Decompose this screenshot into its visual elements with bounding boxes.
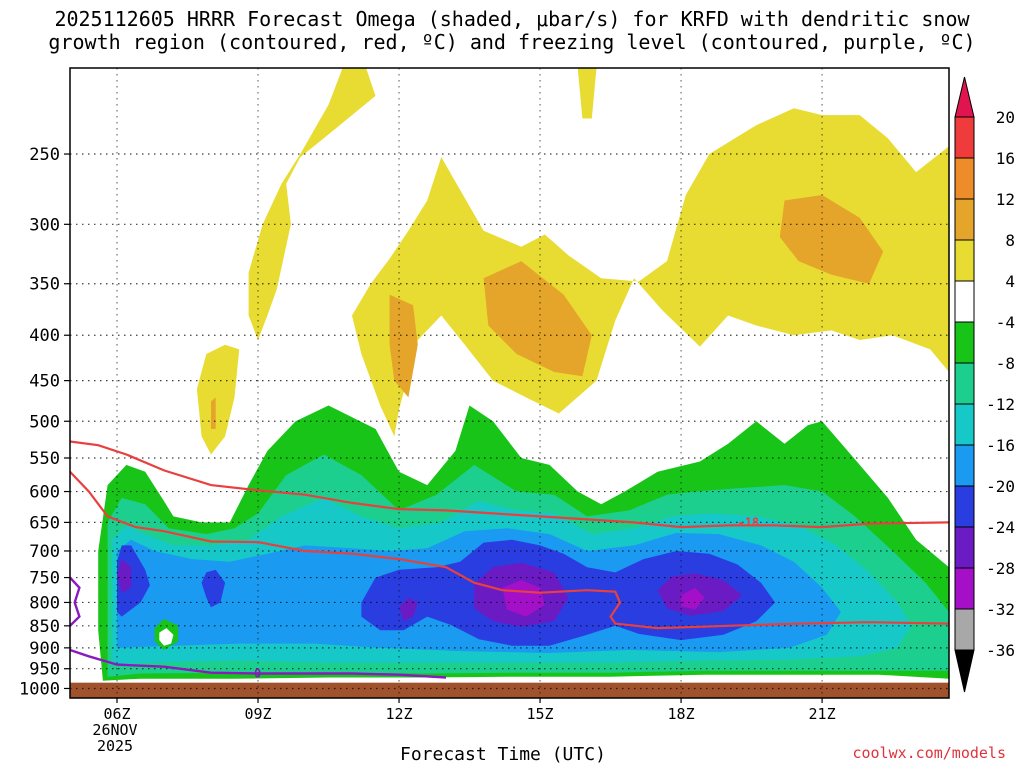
plot-frame — [69, 67, 950, 699]
colorbar-label-7: -12 — [986, 395, 1015, 414]
colorbar-box-12 — [954, 608, 975, 651]
contours: -18 0 — [70, 440, 949, 681]
y-tick-label-550: 550 — [29, 449, 60, 469]
omega-region-5 — [483, 261, 592, 377]
colorbar-label-10: -24 — [986, 518, 1015, 537]
colorbar-label-6: -8 — [996, 354, 1015, 373]
omega-region-18 — [117, 559, 132, 593]
colorbar-box-10 — [954, 526, 975, 569]
colorbar-label-5: -4 — [996, 313, 1015, 332]
omega-region-17 — [399, 597, 418, 622]
x-tick-sublabel-0: 26NOV — [92, 721, 137, 739]
colorbar-label-9: -20 — [986, 477, 1015, 496]
y-tick-label-350: 350 — [29, 275, 60, 295]
y-tick-label-450: 450 — [29, 372, 60, 392]
title-line-2: growth region (contoured, red, ºC) and f… — [48, 30, 976, 54]
y-tick-label-1000: 1000 — [19, 679, 60, 699]
dgz-contour-1 — [70, 471, 949, 630]
colorbar-label-0: 20 — [996, 108, 1015, 127]
freezing-level-contour — [70, 648, 447, 679]
omega-region-1 — [352, 108, 949, 437]
chart-title: 2025112605 HRRR Forecast Omega (shaded, … — [0, 8, 1024, 54]
colorbar-top-arrow — [954, 76, 975, 118]
colorbar-label-13: -36 — [986, 641, 1015, 660]
y-tick-label-400: 400 — [29, 326, 60, 346]
colorbar-box-7 — [954, 403, 975, 446]
grid — [70, 68, 949, 698]
title-line-1: 2025112605 HRRR Forecast Omega (shaded, … — [54, 7, 970, 31]
y-tick-label-800: 800 — [29, 593, 60, 613]
colorbar-label-11: -28 — [986, 559, 1015, 578]
omega-region-7 — [211, 397, 216, 429]
omega-region-3 — [577, 68, 597, 119]
colorbar-label-3: 8 — [1005, 231, 1015, 250]
omega-region-14 — [201, 569, 226, 608]
omega-region-0 — [248, 68, 376, 340]
omega-region-6 — [779, 195, 884, 284]
x-tick-label-06Z: 06Z — [103, 705, 130, 723]
y-tick-label-950: 950 — [29, 660, 60, 680]
omega-region-4 — [389, 294, 418, 398]
y-tick-label-750: 750 — [29, 569, 60, 589]
colorbar-box-9 — [954, 485, 975, 528]
x-axis-label: Forecast Time (UTC) — [400, 744, 606, 765]
freezing-level-contour-left — [70, 576, 81, 627]
colorbar-label-1: 16 — [996, 149, 1015, 168]
dgz-contour-label: -18 — [737, 515, 759, 529]
colorbar-label-8: -16 — [986, 436, 1015, 455]
y-tick-label-850: 850 — [29, 617, 60, 637]
y-tick-label-250: 250 — [29, 145, 60, 165]
x-tick-sublabel-1: 2025 — [97, 737, 133, 755]
x-tick-label-21Z: 21Z — [809, 705, 836, 723]
source-credit[interactable]: coolwx.com/models — [852, 744, 1006, 762]
y-tick-label-300: 300 — [29, 215, 60, 235]
y-tick-label-650: 650 — [29, 513, 60, 533]
y-tick-label-900: 900 — [29, 639, 60, 659]
omega-region-22 — [159, 628, 174, 646]
omega-region-12 — [361, 539, 776, 646]
omega-region-20 — [681, 587, 705, 610]
colorbar-box-5 — [954, 321, 975, 364]
plot-border — [69, 67, 950, 699]
x-tick-label-12Z: 12Z — [385, 705, 412, 723]
colorbar-box-0 — [954, 116, 975, 159]
y-tick-label-700: 700 — [29, 542, 60, 562]
x-tick-label-09Z: 09Z — [244, 705, 271, 723]
freezing-level-label: 0 — [254, 667, 261, 681]
colorbar-bottom-arrow — [954, 649, 975, 693]
colorbar-box-2 — [954, 198, 975, 241]
colorbar-label-12: -32 — [986, 600, 1015, 619]
y-axis: 2503003504004505005506006507007508008509… — [19, 145, 70, 699]
colorbar-box-1 — [954, 157, 975, 200]
colorbar-label-4: 4 — [1005, 272, 1015, 291]
omega-region-2 — [196, 344, 240, 455]
colorbar: 20 16 12 8 4 -4 -8 -12 -16 -20 -24 -28 -32 -36 — [954, 76, 1015, 693]
colorbar-box-6 — [954, 362, 975, 405]
colorbar-box-8 — [954, 444, 975, 487]
y-tick-label-500: 500 — [29, 412, 60, 432]
x-tick-label-18Z: 18Z — [668, 705, 695, 723]
omega-region-19 — [502, 580, 545, 617]
colorbar-box-3 — [954, 239, 975, 282]
colorbar-box-11 — [954, 567, 975, 610]
x-tick-label-15Z: 15Z — [527, 705, 554, 723]
dgz-contour-0 — [70, 440, 949, 529]
ground-surface — [70, 682, 949, 698]
colorbar-label-2: 12 — [996, 190, 1015, 209]
y-tick-label-600: 600 — [29, 483, 60, 503]
omega-shading — [70, 68, 949, 698]
colorbar-box-4 — [954, 280, 975, 323]
